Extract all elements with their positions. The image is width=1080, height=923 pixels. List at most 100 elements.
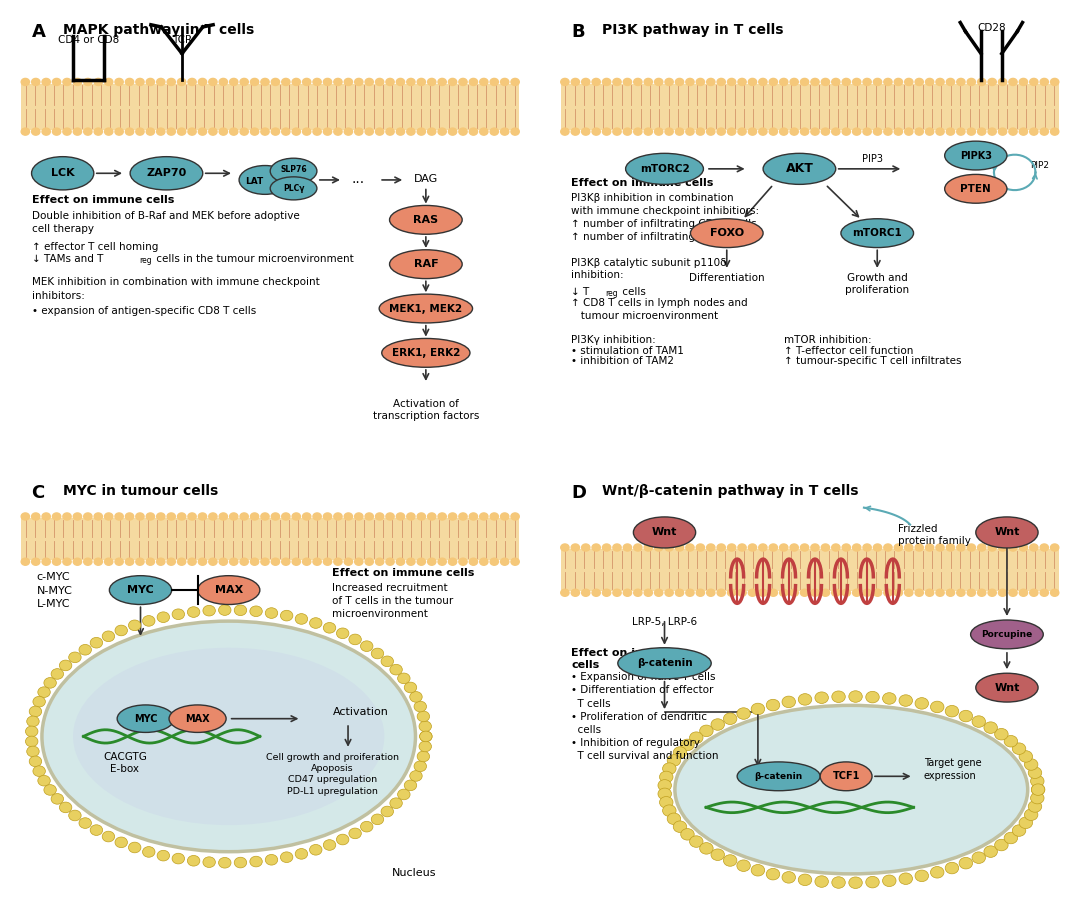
Circle shape <box>957 589 966 596</box>
Text: ↑ effector T cell homing: ↑ effector T cell homing <box>31 242 158 252</box>
Circle shape <box>313 513 321 520</box>
Circle shape <box>957 128 966 135</box>
Circle shape <box>417 558 426 565</box>
Text: PI3K pathway in T cells: PI3K pathway in T cells <box>603 22 784 37</box>
Circle shape <box>42 78 51 86</box>
Circle shape <box>654 78 663 86</box>
Circle shape <box>931 701 944 713</box>
Circle shape <box>874 128 881 135</box>
Circle shape <box>261 128 269 135</box>
Ellipse shape <box>31 157 94 190</box>
Circle shape <box>1051 128 1058 135</box>
Circle shape <box>959 857 973 869</box>
Circle shape <box>1028 801 1042 812</box>
Circle shape <box>281 852 293 862</box>
Circle shape <box>407 128 415 135</box>
Text: • expansion of antigen-specific CD8 T cells: • expansion of antigen-specific CD8 T ce… <box>31 306 256 317</box>
Circle shape <box>780 128 788 135</box>
Circle shape <box>511 78 519 86</box>
Circle shape <box>417 711 430 722</box>
Circle shape <box>780 544 788 551</box>
Circle shape <box>603 128 610 135</box>
Circle shape <box>218 605 231 616</box>
Circle shape <box>199 513 206 520</box>
Circle shape <box>968 544 975 551</box>
Circle shape <box>345 513 352 520</box>
Circle shape <box>381 806 393 817</box>
Circle shape <box>658 788 672 799</box>
Circle shape <box>582 544 590 551</box>
Circle shape <box>1040 128 1049 135</box>
Circle shape <box>313 558 321 565</box>
Text: MEK1, MEK2: MEK1, MEK2 <box>389 304 462 314</box>
Circle shape <box>365 128 374 135</box>
Circle shape <box>59 802 72 813</box>
Circle shape <box>995 839 1008 851</box>
Ellipse shape <box>625 153 703 185</box>
Circle shape <box>136 78 144 86</box>
Circle shape <box>125 78 134 86</box>
Text: mTORC2: mTORC2 <box>639 164 689 174</box>
Circle shape <box>390 665 403 675</box>
Circle shape <box>752 865 765 876</box>
Circle shape <box>945 862 959 874</box>
Circle shape <box>146 513 154 520</box>
Circle shape <box>769 128 778 135</box>
Circle shape <box>883 589 892 596</box>
Ellipse shape <box>379 294 473 323</box>
Circle shape <box>874 78 881 86</box>
Circle shape <box>926 128 934 135</box>
Text: Wnt: Wnt <box>995 683 1020 692</box>
Circle shape <box>623 589 632 596</box>
Circle shape <box>27 716 39 726</box>
Circle shape <box>84 78 92 86</box>
Circle shape <box>680 829 694 840</box>
Circle shape <box>697 128 704 135</box>
Circle shape <box>199 78 206 86</box>
Circle shape <box>69 652 81 663</box>
Circle shape <box>926 544 934 551</box>
Circle shape <box>230 558 238 565</box>
Circle shape <box>172 853 185 864</box>
Circle shape <box>428 513 436 520</box>
Circle shape <box>706 78 715 86</box>
Ellipse shape <box>239 165 291 195</box>
Circle shape <box>500 78 509 86</box>
Circle shape <box>376 558 383 565</box>
Circle shape <box>167 78 175 86</box>
Text: PIP3: PIP3 <box>862 153 882 163</box>
Circle shape <box>852 589 861 596</box>
Circle shape <box>738 544 746 551</box>
Text: ...: ... <box>352 172 365 186</box>
Circle shape <box>766 700 780 711</box>
Circle shape <box>863 128 872 135</box>
Circle shape <box>874 589 881 596</box>
Circle shape <box>842 589 850 596</box>
Circle shape <box>832 544 840 551</box>
Text: Wnt/β-catenin pathway in T cells: Wnt/β-catenin pathway in T cells <box>603 484 859 497</box>
Circle shape <box>94 513 103 520</box>
Circle shape <box>143 846 156 857</box>
Circle shape <box>675 589 684 596</box>
Ellipse shape <box>971 620 1043 649</box>
Circle shape <box>271 128 280 135</box>
Circle shape <box>665 589 673 596</box>
Circle shape <box>571 128 580 135</box>
Circle shape <box>984 845 998 857</box>
Circle shape <box>905 78 913 86</box>
Circle shape <box>811 78 819 86</box>
Circle shape <box>789 589 798 596</box>
Circle shape <box>1029 589 1038 596</box>
Text: Cell growth and proiferation
Apoposis
CD47 upregulation
PD-L1 upregulation: Cell growth and proiferation Apoposis CD… <box>266 753 399 796</box>
Ellipse shape <box>270 177 316 200</box>
Circle shape <box>673 821 687 833</box>
Circle shape <box>31 128 40 135</box>
Circle shape <box>866 876 879 888</box>
Circle shape <box>800 78 809 86</box>
Circle shape <box>143 616 156 626</box>
Circle shape <box>31 558 40 565</box>
Circle shape <box>302 558 311 565</box>
Circle shape <box>417 513 426 520</box>
Circle shape <box>199 558 206 565</box>
Circle shape <box>354 78 363 86</box>
